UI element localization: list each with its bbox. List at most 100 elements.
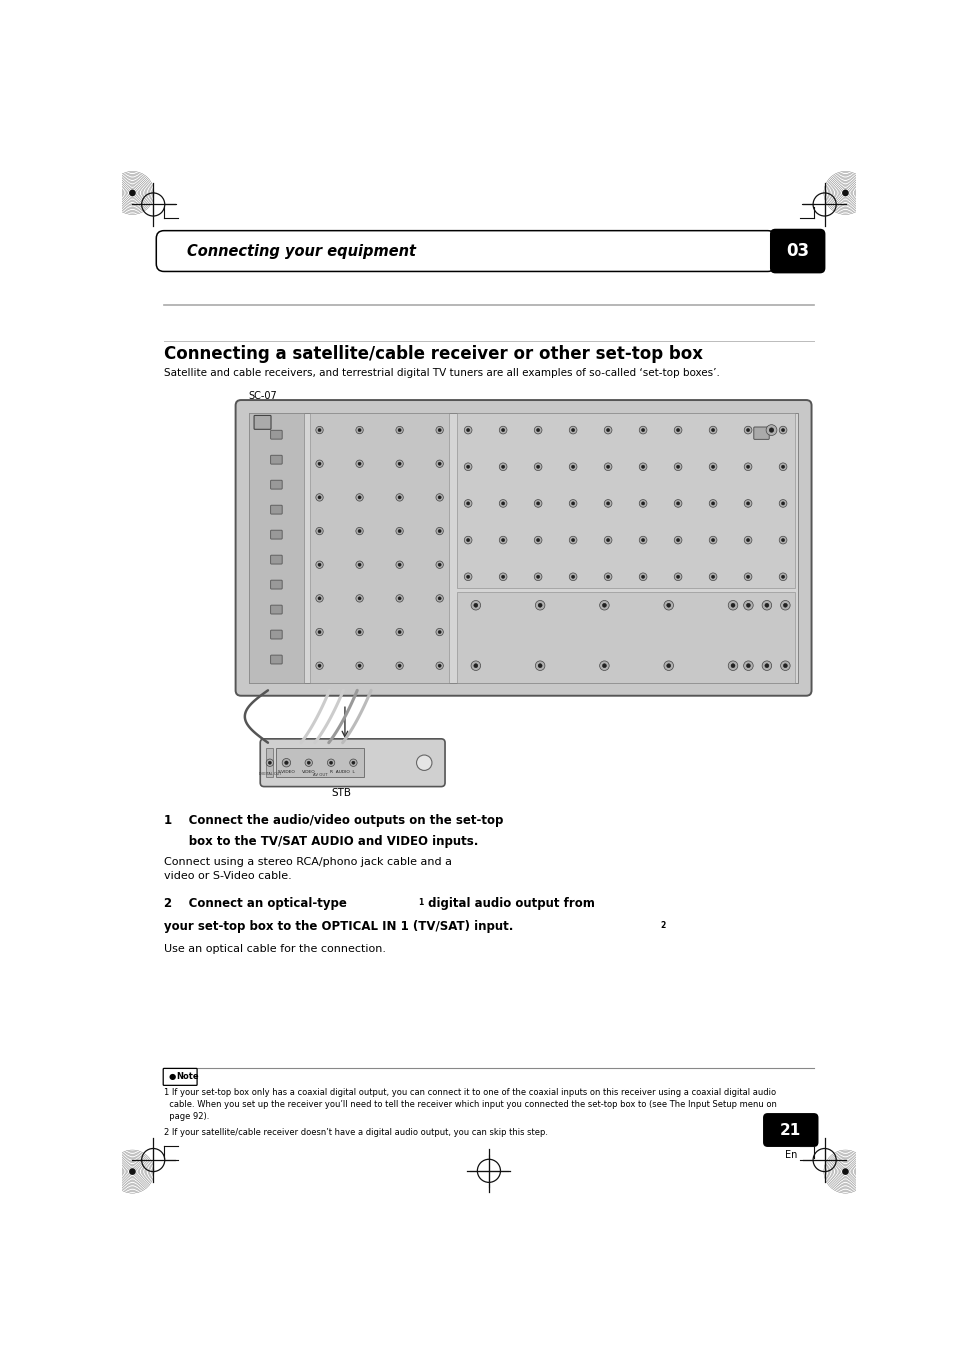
Text: Connecting your equipment: Connecting your equipment <box>187 243 416 258</box>
Circle shape <box>357 597 361 600</box>
FancyBboxPatch shape <box>753 427 768 439</box>
Circle shape <box>768 428 773 432</box>
Circle shape <box>498 463 506 470</box>
Circle shape <box>708 573 716 581</box>
Circle shape <box>395 527 403 535</box>
Circle shape <box>352 761 355 765</box>
Circle shape <box>268 761 271 765</box>
Text: AV OUT: AV OUT <box>313 773 327 777</box>
Circle shape <box>711 539 714 542</box>
Circle shape <box>501 428 504 432</box>
Circle shape <box>395 493 403 501</box>
Circle shape <box>666 604 670 607</box>
Circle shape <box>315 561 323 569</box>
Text: box to the TV/SAT AUDIO and VIDEO inputs.: box to the TV/SAT AUDIO and VIDEO inputs… <box>164 835 477 847</box>
Circle shape <box>355 662 363 669</box>
Circle shape <box>727 600 737 611</box>
Circle shape <box>601 663 606 667</box>
Circle shape <box>536 465 539 469</box>
Circle shape <box>471 661 480 670</box>
Circle shape <box>730 604 734 607</box>
Circle shape <box>782 604 786 607</box>
Circle shape <box>708 426 716 434</box>
Circle shape <box>640 428 644 432</box>
Text: 2: 2 <box>659 921 665 931</box>
Circle shape <box>571 465 574 469</box>
Circle shape <box>534 426 541 434</box>
FancyBboxPatch shape <box>271 630 282 639</box>
Circle shape <box>355 527 363 535</box>
Circle shape <box>676 539 679 542</box>
Circle shape <box>317 530 321 532</box>
Circle shape <box>436 427 443 434</box>
Circle shape <box>606 428 609 432</box>
Circle shape <box>711 465 714 469</box>
Circle shape <box>397 631 401 634</box>
Circle shape <box>536 539 539 542</box>
Circle shape <box>780 600 789 611</box>
Circle shape <box>355 461 363 467</box>
Circle shape <box>743 536 751 544</box>
Circle shape <box>743 500 751 507</box>
Circle shape <box>436 461 443 467</box>
Circle shape <box>397 665 401 667</box>
Circle shape <box>674 426 681 434</box>
Circle shape <box>466 501 469 505</box>
Circle shape <box>730 663 734 667</box>
Circle shape <box>284 761 288 765</box>
Circle shape <box>603 500 611 507</box>
Bar <box>275 748 364 777</box>
Circle shape <box>355 628 363 636</box>
Circle shape <box>357 462 361 465</box>
Circle shape <box>327 759 335 766</box>
Circle shape <box>305 759 313 766</box>
Circle shape <box>606 539 609 542</box>
Circle shape <box>437 530 440 532</box>
Circle shape <box>781 428 784 432</box>
FancyBboxPatch shape <box>271 530 282 539</box>
Circle shape <box>727 661 737 670</box>
Text: STB: STB <box>331 788 351 798</box>
Circle shape <box>711 428 714 432</box>
Circle shape <box>498 573 506 581</box>
Circle shape <box>355 594 363 603</box>
Circle shape <box>676 428 679 432</box>
Circle shape <box>708 463 716 470</box>
Circle shape <box>395 628 403 636</box>
Text: 03: 03 <box>785 242 808 259</box>
Circle shape <box>395 461 403 467</box>
Circle shape <box>674 463 681 470</box>
Circle shape <box>357 665 361 667</box>
Circle shape <box>764 604 768 607</box>
Circle shape <box>437 428 440 431</box>
FancyBboxPatch shape <box>271 455 282 465</box>
Circle shape <box>779 463 786 470</box>
Text: SC-07: SC-07 <box>249 390 277 401</box>
Circle shape <box>745 576 749 578</box>
Circle shape <box>742 661 753 670</box>
Text: your set-top box to the OPTICAL IN 1 (TV/SAT) input.: your set-top box to the OPTICAL IN 1 (TV… <box>164 920 513 932</box>
Circle shape <box>357 496 361 499</box>
Circle shape <box>317 631 321 634</box>
Circle shape <box>395 427 403 434</box>
Circle shape <box>599 600 609 611</box>
Circle shape <box>606 465 609 469</box>
Text: VIDEO: VIDEO <box>301 770 315 774</box>
Circle shape <box>501 576 504 578</box>
Circle shape <box>745 539 749 542</box>
Circle shape <box>395 662 403 669</box>
Circle shape <box>569 463 577 470</box>
Circle shape <box>708 536 716 544</box>
Circle shape <box>569 500 577 507</box>
Circle shape <box>639 500 646 507</box>
Circle shape <box>437 462 440 465</box>
Circle shape <box>501 501 504 505</box>
Circle shape <box>436 594 443 603</box>
Circle shape <box>743 573 751 581</box>
Circle shape <box>537 604 541 607</box>
Circle shape <box>745 465 749 469</box>
FancyBboxPatch shape <box>271 605 282 613</box>
FancyBboxPatch shape <box>271 655 282 663</box>
Circle shape <box>355 561 363 569</box>
Circle shape <box>640 576 644 578</box>
